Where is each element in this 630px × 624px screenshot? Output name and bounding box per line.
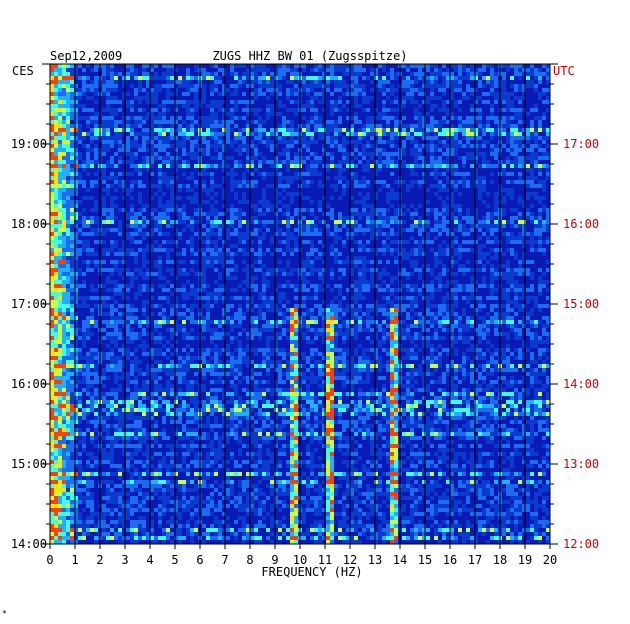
chart-title: ZUGS HHZ BW 01 (Zugsspitze): [212, 49, 407, 63]
x-tick-label: 7: [221, 553, 228, 567]
x-tick-label: 2: [96, 553, 103, 567]
right-time-tick-label: 13:00: [563, 457, 599, 471]
spectrogram-cells: [50, 64, 550, 544]
x-tick-label: 6: [196, 553, 203, 567]
right-time-tick-label: 12:00: [563, 537, 599, 551]
x-tick-label: 16: [443, 553, 457, 567]
x-tick-label: 17: [468, 553, 482, 567]
x-tick-labels: 0 1 2 3 4 5 6 7 8 9 10 11 12 13 14 15 16 17 18 19 20: [46, 544, 557, 567]
x-tick-label: 10: [293, 553, 307, 567]
left-time-tick-label: 18:00: [11, 217, 47, 231]
date-label: Sep12,2009: [50, 49, 122, 63]
right-time-tick-label: 17:00: [563, 137, 599, 151]
x-tick-label: 12: [343, 553, 357, 567]
left-time-tick-label: 19:00: [11, 137, 47, 151]
x-tick-label: 18: [493, 553, 507, 567]
left-time-ticks: 14:00 15:00 16:00 17:00 18:00 19:00: [11, 63, 50, 551]
x-tick-label: 19: [518, 553, 532, 567]
right-time-tick-label: 16:00: [563, 217, 599, 231]
x-tick-label: 3: [121, 553, 128, 567]
ces-axis-label: CES: [12, 64, 34, 78]
corner-mark: *: [2, 609, 7, 618]
left-time-tick-label: 15:00: [11, 457, 47, 471]
left-time-tick-label: 17:00: [11, 297, 47, 311]
x-tick-label: 20: [543, 553, 557, 567]
x-axis-label: FREQUENCY (HZ): [261, 565, 362, 579]
right-time-tick-label: 14:00: [563, 377, 599, 391]
x-tick-label: 5: [171, 553, 178, 567]
x-tick-label: 9: [271, 553, 278, 567]
x-tick-label: 13: [368, 553, 382, 567]
x-tick-label: 0: [46, 553, 53, 567]
left-time-tick-label: 14:00: [11, 537, 47, 551]
x-tick-label: 8: [246, 553, 253, 567]
plot-area: [49, 63, 551, 545]
x-tick-label: 14: [393, 553, 407, 567]
frequency-gridlines: [74, 64, 526, 544]
right-time-ticks: 12:00 13:00 14:00 15:00 16:00 17:00: [550, 63, 599, 551]
left-time-tick-label: 16:00: [11, 377, 47, 391]
right-time-tick-label: 15:00: [563, 297, 599, 311]
x-tick-label: 11: [318, 553, 332, 567]
x-tick-label: 1: [71, 553, 78, 567]
utc-axis-label: UTC: [553, 64, 575, 78]
x-tick-label: 15: [418, 553, 432, 567]
x-tick-label: 4: [146, 553, 153, 567]
